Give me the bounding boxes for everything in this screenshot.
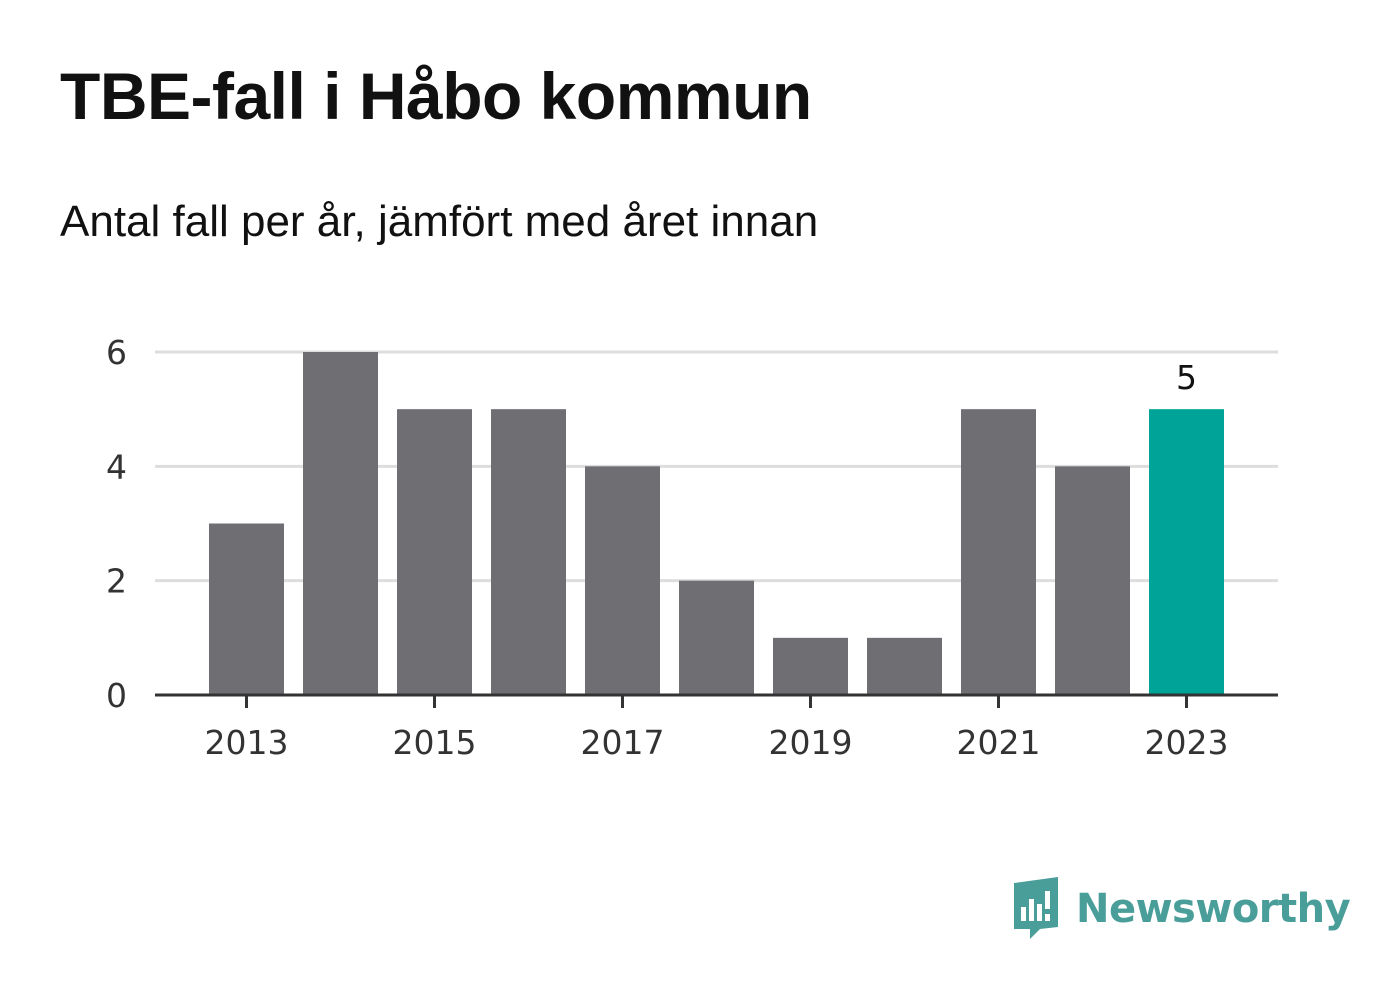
bar-2023 — [1149, 409, 1224, 695]
x-tick-label-2019: 2019 — [769, 723, 853, 762]
data-label-2023: 5 — [1176, 358, 1197, 397]
x-axis-tick-labels: 2013 2015 2017 2019 2021 2023 — [205, 723, 1229, 762]
bar-2016 — [491, 409, 566, 695]
y-axis-tick-labels: 0 2 4 6 — [106, 333, 127, 715]
y-tick-label-2: 2 — [106, 562, 127, 601]
bar-2014 — [303, 352, 378, 695]
y-tick-label-6: 6 — [106, 333, 127, 372]
bar-2021 — [961, 409, 1036, 695]
bar-2019 — [773, 637, 848, 695]
chart-title: TBE-fall i Håbo kommun — [60, 59, 812, 133]
x-tick-label-2013: 2013 — [205, 723, 289, 762]
y-tick-label-0: 0 — [106, 676, 127, 715]
x-tick-label-2023: 2023 — [1145, 723, 1229, 762]
bar-2022 — [1055, 466, 1130, 695]
chart-subtitle: Antal fall per år, jämfört med året inna… — [60, 197, 819, 246]
bar-2018 — [679, 580, 754, 695]
bar-chart-speech-bubble-icon — [1014, 877, 1058, 939]
bar-2015 — [397, 409, 472, 695]
bar-2020 — [867, 637, 942, 695]
x-tick-label-2021: 2021 — [957, 723, 1041, 762]
data-labels: 5 — [1176, 358, 1197, 397]
bars — [209, 352, 1224, 695]
x-tick-label-2017: 2017 — [581, 723, 665, 762]
y-tick-label-4: 4 — [106, 447, 127, 486]
x-axis — [155, 693, 1278, 708]
bar-2017 — [585, 466, 660, 695]
bar-2013 — [209, 523, 284, 695]
brand-logo-block: Newsworthy — [1010, 876, 1351, 942]
brand-name: Newsworthy — [1076, 886, 1351, 932]
x-tick-label-2015: 2015 — [393, 723, 477, 762]
